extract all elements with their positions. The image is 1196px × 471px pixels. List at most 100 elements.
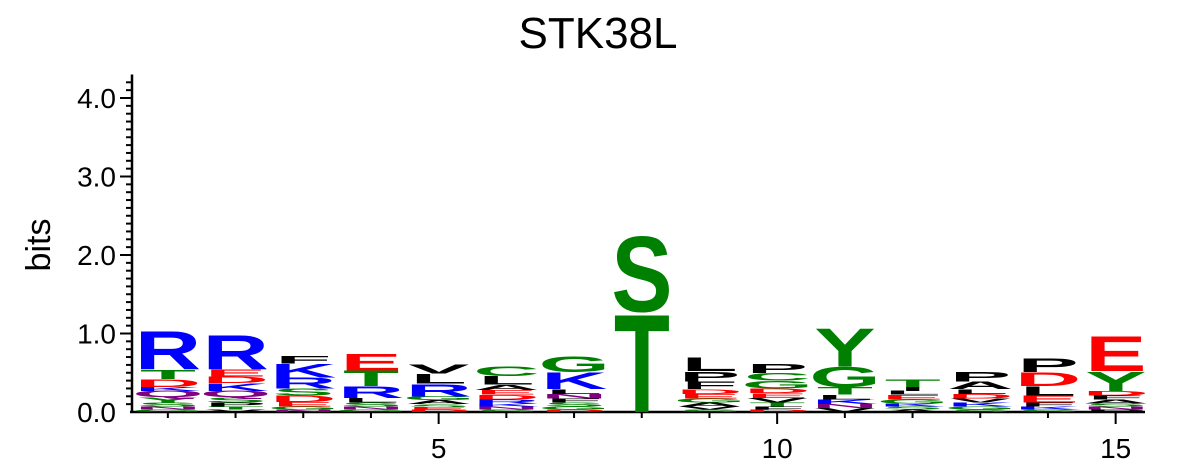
logo-letter-D: D (744, 409, 810, 413)
logo-letter-E: E (1085, 326, 1146, 383)
y-tick-label: 0.0 (77, 397, 116, 428)
logo-letter-P: P (747, 361, 808, 376)
logo-letter-L: L (411, 371, 467, 387)
logo-letter-D: D (1015, 369, 1081, 391)
logo-letter-E: E (205, 368, 266, 379)
logo-letter-Y: Y (137, 396, 198, 405)
logo-letter-F: F (546, 398, 602, 404)
logo-letter-L: L (952, 388, 1008, 395)
logo-letter-A: A (406, 399, 472, 405)
logo-letter-K: K (880, 403, 946, 408)
logo-letter-K: K (135, 386, 201, 392)
logo-letter-E: E (408, 407, 469, 411)
logo-letter-L: L (682, 354, 738, 376)
logo-letter-G: G (268, 406, 339, 411)
logo-letter-V: V (814, 407, 875, 413)
y-tick-label: 1.0 (77, 319, 116, 350)
y-tick-label: 3.0 (77, 162, 116, 193)
logo-letter-L: L (1020, 384, 1076, 399)
logo-letter-S: S (205, 396, 266, 405)
logo-letter-K: K (473, 403, 539, 408)
logo-letter-S: S (950, 409, 1011, 413)
logo-letter-G: G (945, 406, 1016, 411)
logo-letter-D: D (677, 388, 743, 395)
logo-letter-K: K (1015, 406, 1081, 411)
axes: 0.0 1.0 2.0 3.0 4.0 5 10 15 (77, 74, 1145, 464)
logo-letter-L: L (546, 388, 602, 395)
logo-letter-A: A (880, 409, 946, 413)
logo-letter-V: V (679, 406, 740, 411)
logo-letter-R: R (270, 375, 336, 392)
x-tick-label: 10 (762, 433, 793, 464)
logo-letter-D: D (203, 375, 269, 385)
logo-letter-K: K (541, 368, 607, 395)
logo-letter-L: L (885, 390, 941, 396)
logo-letter-P: P (205, 402, 266, 408)
logo-letter-T: T (614, 286, 670, 442)
logo-letter-N: N (1083, 406, 1149, 411)
logo-letter-D: D (541, 409, 607, 413)
y-axis-label: bits (20, 219, 58, 272)
logo-letter-K: K (812, 398, 878, 405)
logo-letter-S: S (137, 402, 198, 408)
logo-letter-F: F (682, 379, 738, 391)
logo-letter-T: T (343, 367, 399, 391)
logo-letter-V: V (950, 398, 1011, 404)
logo-letter-P: P (1085, 409, 1146, 413)
logo-letter-D: D (270, 394, 336, 404)
logo-letter-N: N (338, 406, 404, 411)
logo-letter-F: F (1020, 402, 1076, 408)
logo-letter-K: K (203, 381, 269, 393)
logo-letter-L: L (343, 397, 399, 404)
logo-letter-C: C (744, 371, 810, 383)
logo-letter-A: A (473, 383, 539, 392)
logo-letter-Y: Y (814, 318, 875, 379)
logo-letter-F: F (275, 353, 331, 365)
logo-letter-D: D (947, 393, 1013, 400)
logo-letter-Q: Q (132, 389, 203, 399)
y-tick-label: 4.0 (77, 83, 116, 114)
logo-letter-D: D (473, 393, 539, 400)
logo-letter-P: P (950, 369, 1011, 385)
logo-letter-G: G (674, 398, 745, 404)
logo-letter-N: N (541, 393, 607, 400)
logo-letter-S: S (611, 216, 672, 335)
logo-letter-T: T (208, 406, 264, 411)
logo-letter-G: G (403, 395, 474, 401)
logo-letter-N: N (135, 406, 201, 411)
logo-letter-G: G (335, 409, 406, 413)
logo-letter-R: R (406, 380, 472, 400)
logo-letter-V: V (408, 362, 470, 377)
logo-letter-L: L (479, 374, 535, 387)
logo-letter-I: I (900, 386, 925, 392)
logo-letter-F: F (749, 406, 805, 411)
logo-letter-R: R (135, 321, 201, 382)
logo-letter-Q: Q (200, 389, 271, 399)
logo-letter-P: P (1018, 354, 1079, 376)
logo-letter-G: G (877, 398, 948, 404)
logo-letter-F: F (1088, 394, 1144, 400)
logo-letter-E: E (273, 401, 334, 408)
logo-letter-V: V (205, 409, 266, 413)
logo-letter-S: S (1085, 403, 1146, 408)
logo-letter-V: V (747, 397, 808, 404)
logo-letter-E: E (679, 393, 740, 400)
logo-letter-S: S (544, 402, 605, 408)
logo-letter-D: D (135, 377, 201, 389)
chart-title: STK38L (519, 9, 678, 58)
logo-letter-S: S (1018, 409, 1079, 413)
logo-letter-S: S (408, 403, 469, 408)
logo-letter-E: E (341, 349, 402, 376)
x-tick-label: 5 (431, 433, 447, 464)
logo-letter-T: T (140, 367, 196, 382)
logo-letter-N: N (473, 406, 539, 411)
logo-letter-T: T (817, 385, 873, 397)
logo-letter-S: S (273, 387, 334, 398)
logo-letter-A: A (947, 379, 1013, 391)
logo-letter-N: N (270, 409, 336, 413)
logo-letter-G: G (539, 353, 610, 377)
logo-letter-N: N (812, 403, 878, 409)
logo-letter-E: E (1018, 394, 1079, 405)
logo-letter-D: D (744, 387, 810, 394)
x-tick-label: 15 (1100, 433, 1131, 464)
